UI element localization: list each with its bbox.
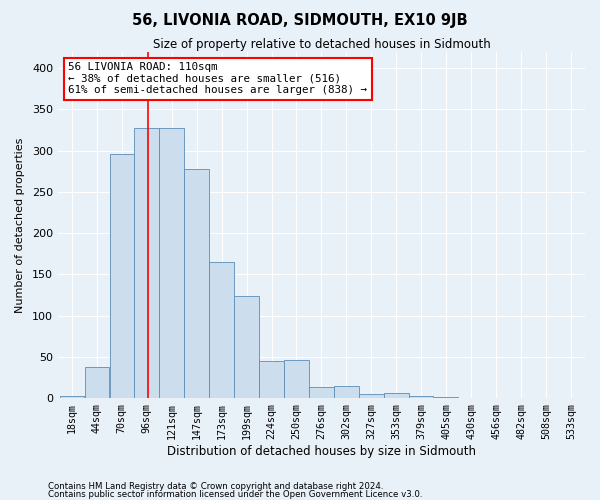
Bar: [284, 360, 308, 398]
Y-axis label: Number of detached properties: Number of detached properties: [15, 137, 25, 312]
Bar: [110, 154, 134, 398]
Bar: [310, 386, 334, 398]
Bar: [85, 366, 109, 398]
Text: 56, LIVONIA ROAD, SIDMOUTH, EX10 9JB: 56, LIVONIA ROAD, SIDMOUTH, EX10 9JB: [132, 12, 468, 28]
Text: Contains public sector information licensed under the Open Government Licence v3: Contains public sector information licen…: [48, 490, 422, 499]
Bar: [359, 394, 383, 398]
X-axis label: Distribution of detached houses by size in Sidmouth: Distribution of detached houses by size …: [167, 444, 476, 458]
Text: 56 LIVONIA ROAD: 110sqm
← 38% of detached houses are smaller (516)
61% of semi-d: 56 LIVONIA ROAD: 110sqm ← 38% of detache…: [68, 62, 367, 96]
Bar: [259, 361, 284, 398]
Bar: [59, 396, 84, 398]
Bar: [184, 169, 209, 398]
Title: Size of property relative to detached houses in Sidmouth: Size of property relative to detached ho…: [152, 38, 490, 51]
Text: Contains HM Land Registry data © Crown copyright and database right 2024.: Contains HM Land Registry data © Crown c…: [48, 482, 383, 491]
Bar: [409, 396, 433, 398]
Bar: [160, 128, 184, 398]
Bar: [384, 393, 409, 398]
Bar: [334, 386, 359, 398]
Bar: [209, 262, 233, 398]
Bar: [235, 296, 259, 398]
Bar: [134, 128, 159, 398]
